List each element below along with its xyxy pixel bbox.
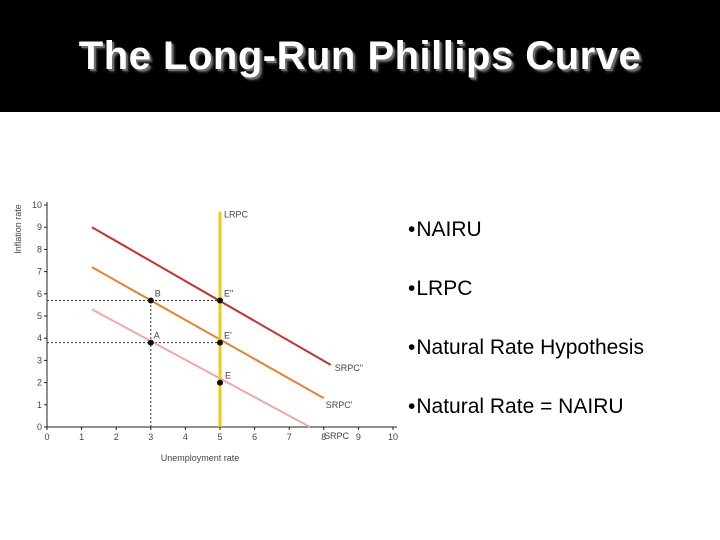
- x-tick-label: 3: [148, 432, 153, 442]
- x-tick-label: 2: [114, 432, 119, 442]
- guide-lines: [47, 299, 220, 427]
- data-point: [147, 297, 154, 304]
- x-tick-label: 9: [356, 432, 361, 442]
- bullet-natural-rate-hypothesis: Natural Rate Hypothesis: [408, 336, 644, 365]
- x-tick-label: 6: [252, 432, 257, 442]
- y-tick-label: 10: [32, 200, 42, 210]
- bullet-natural-rate-equals-nairu: Natural Rate = NAIRU: [408, 395, 644, 424]
- series-line-srpc: [91, 226, 332, 366]
- x-tick-label: 1: [79, 432, 84, 442]
- phillips-curve-chart: 0 1 2 3 4 5 6 7 8 9 10 0 1 2 3 4 5 6 7 8 9 10 Unemployment rat…: [13, 200, 398, 463]
- data-point: [217, 297, 223, 304]
- x-tick-label: 10: [388, 432, 398, 442]
- y-tick-label: 7: [37, 267, 42, 277]
- data-point: [217, 339, 223, 346]
- y-tick-label: 1: [37, 400, 42, 410]
- data-point: [147, 339, 154, 346]
- x-tick-label: 5: [217, 432, 222, 442]
- x-tick-label: 4: [183, 432, 188, 442]
- data-point: [217, 379, 223, 386]
- series-lines: [91, 211, 332, 428]
- points: [147, 297, 223, 386]
- point-label: A: [154, 331, 160, 341]
- point-label: E": [224, 288, 233, 298]
- series-label: SRPC: [324, 431, 350, 441]
- y-tick-label: 8: [37, 244, 42, 254]
- y-axis-title: Inflation rate: [13, 204, 23, 254]
- y-tick-label: 9: [37, 222, 42, 232]
- x-axis-title: Unemployment rate: [161, 453, 240, 463]
- slide-title: The Long-Run Phillips Curve: [78, 33, 642, 78]
- series-line-srpc: [91, 308, 311, 428]
- x-tick-label: 7: [287, 432, 292, 442]
- series-line-srpc: [91, 266, 325, 400]
- point-label: B: [155, 288, 161, 298]
- series-label: LRPC: [224, 210, 249, 220]
- y-tick-label: 0: [37, 422, 42, 432]
- labels: SRPC SRPC' SRPC" LRPC A B E E' E": [154, 210, 363, 441]
- point-label: E: [225, 371, 231, 381]
- series-label: SRPC": [335, 363, 363, 373]
- x-tick-label: 8: [321, 432, 326, 442]
- y-tick-label: 3: [37, 355, 42, 365]
- y-tick-label: 2: [37, 378, 42, 388]
- y-tick-label: 4: [37, 333, 42, 343]
- x-tick-label: 0: [44, 432, 49, 442]
- bullet-list: NAIRU LRPC Natural Rate Hypothesis Natur…: [408, 218, 644, 454]
- axes: 0 1 2 3 4 5 6 7 8 9 10 0 1 2 3 4 5 6 7 8 9 10 Unemployment rat…: [13, 200, 398, 463]
- y-tick-label: 6: [37, 289, 42, 299]
- title-bar: The Long-Run Phillips Curve: [0, 0, 720, 112]
- bullet-lrpc: LRPC: [408, 277, 644, 306]
- series-label: SRPC': [326, 400, 353, 410]
- y-tick-label: 5: [37, 311, 42, 321]
- bullet-nairu: NAIRU: [408, 218, 644, 247]
- point-label: E': [224, 331, 232, 341]
